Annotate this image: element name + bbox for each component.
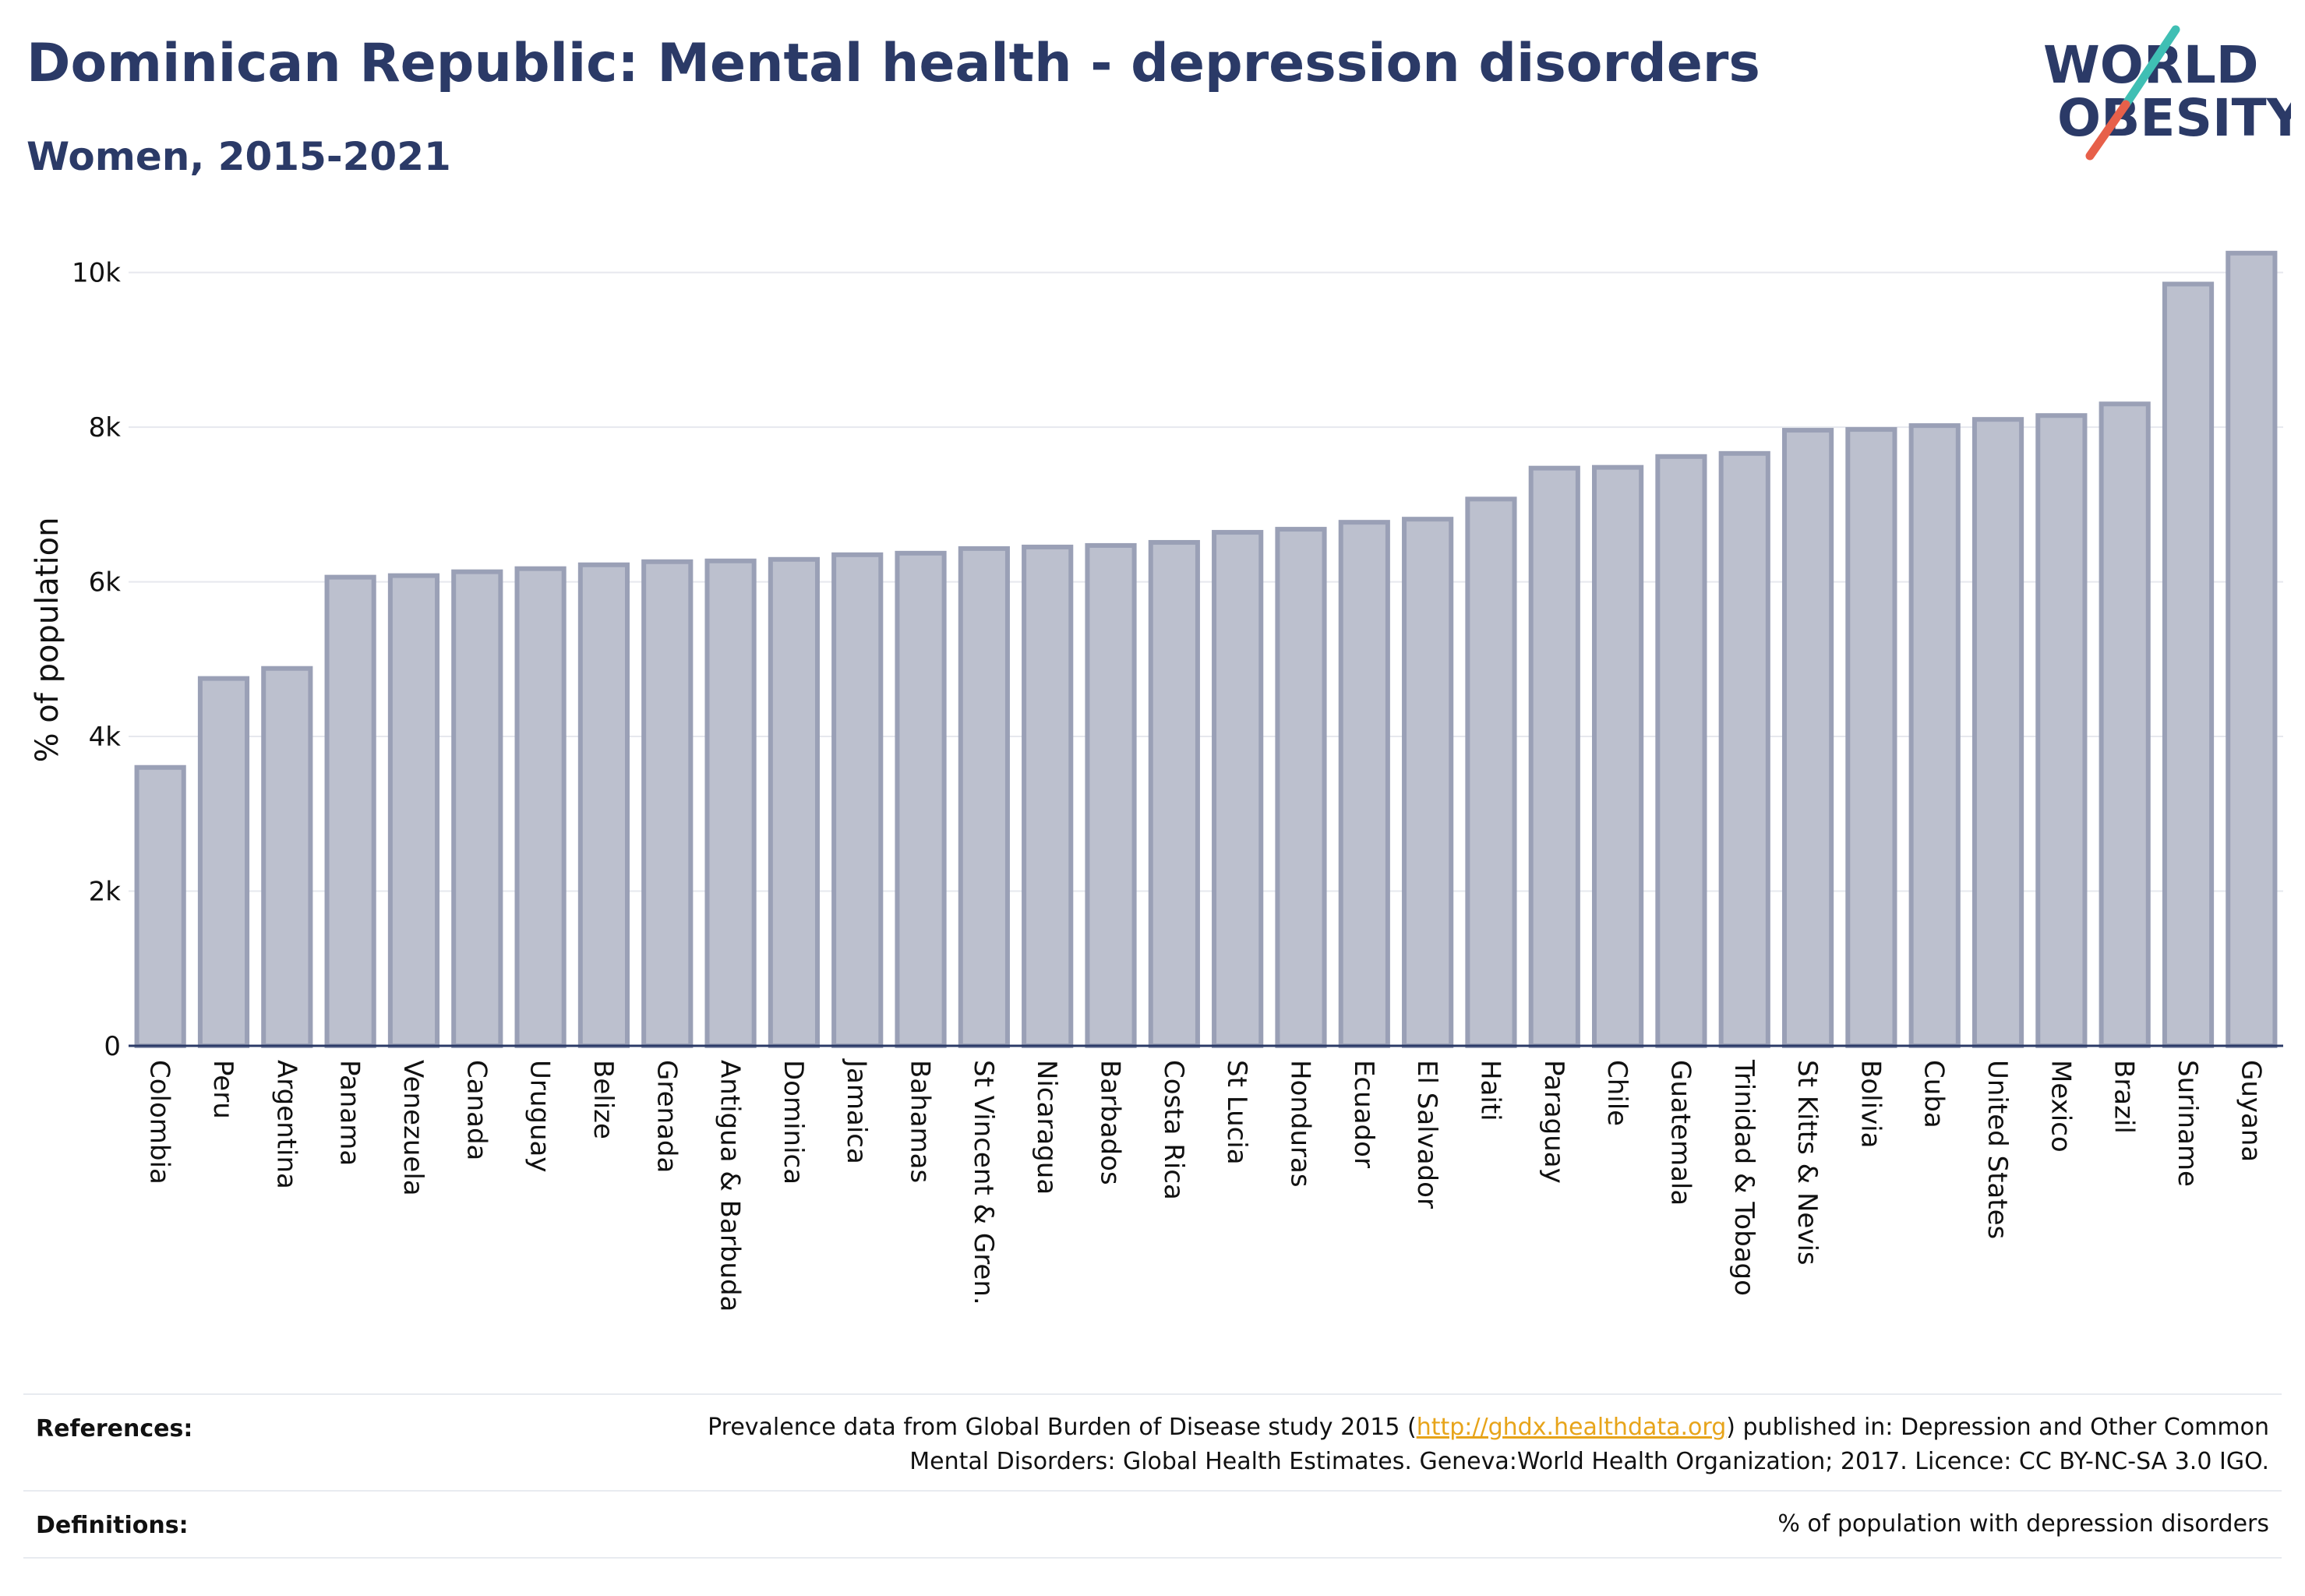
references-panel: References: Prevalence data from Global … (23, 1393, 2282, 1565)
bar (1592, 464, 1644, 1048)
bar (1781, 428, 1834, 1048)
bar (1338, 520, 1390, 1048)
x-tick-label: Grenada (651, 1060, 682, 1173)
bar (2226, 250, 2278, 1048)
x-tick-label: Panama (334, 1060, 365, 1166)
x-tick-label: Bolivia (1855, 1060, 1886, 1148)
bar (1465, 496, 1517, 1048)
x-tick-label: Suriname (2172, 1060, 2203, 1187)
x-tick-label: St Vincent & Gren. (968, 1060, 999, 1305)
x-tick-label: St Kitts & Nevis (1791, 1060, 1823, 1266)
bar (514, 566, 567, 1048)
x-tick-label: El Salvador (1411, 1060, 1442, 1209)
x-tick-label: Venezuela (397, 1060, 429, 1196)
x-tick-label: Mexico (2045, 1060, 2076, 1153)
bar (1718, 450, 1770, 1048)
page-subtitle: Women, 2015-2021 (26, 134, 451, 179)
bar (1845, 427, 1897, 1048)
bar (324, 574, 376, 1048)
bar (958, 546, 1010, 1048)
logo-slash-bottom (2085, 100, 2130, 161)
bar (1528, 465, 1580, 1048)
x-tick-label: Guatemala (1664, 1060, 1696, 1206)
x-tick-label: Jamaica (841, 1058, 872, 1164)
bar (768, 556, 820, 1048)
x-tick-label: Canada (461, 1060, 492, 1160)
references-line2: Mental Disorders: Global Health Estimate… (909, 1448, 2269, 1475)
bar (1971, 417, 2024, 1048)
x-tick-label: United States (1982, 1060, 2013, 1239)
world-obesity-logo: WORLD OBESITY (2043, 25, 2291, 161)
bar (451, 569, 503, 1048)
x-tick-label: Costa Rica (1158, 1060, 1189, 1200)
x-tick-label: Ecuador (1348, 1060, 1379, 1168)
bar (2099, 401, 2151, 1048)
bar (577, 562, 630, 1048)
x-tick-label: Colombia (144, 1060, 175, 1185)
y-tick-label: 0 (104, 1031, 121, 1062)
logo-slash-top (2121, 25, 2180, 109)
bar (2035, 413, 2088, 1048)
bar (831, 552, 884, 1048)
x-tick-label: Barbados (1095, 1060, 1126, 1185)
x-tick-label: Antigua & Barbuda (715, 1060, 746, 1312)
bar (641, 559, 694, 1048)
x-tick-label: Nicaragua (1031, 1060, 1062, 1195)
x-tick-label: Guyana (2235, 1060, 2266, 1162)
logo-line2: OBESITY (2057, 88, 2291, 148)
y-axis-title: % of population (30, 517, 65, 763)
bar (1085, 542, 1137, 1048)
y-tick-label: 4k (89, 722, 122, 753)
bar (1022, 544, 1074, 1048)
x-tick-label: Bahamas (905, 1060, 936, 1183)
x-tick-label: Trinidad & Tobago (1728, 1059, 1760, 1296)
x-tick-label: Uruguay (524, 1060, 556, 1173)
bar (387, 573, 440, 1048)
definitions-label: Definitions: (36, 1512, 189, 1539)
y-tick-label: 6k (89, 567, 122, 598)
x-tick-label: Argentina (270, 1060, 302, 1189)
bar (261, 666, 313, 1048)
x-tick-label: Chile (1601, 1060, 1633, 1126)
references-line1-post: ) published in: Depression and Other Com… (1726, 1414, 2269, 1441)
bar (704, 558, 757, 1048)
x-tick-label: Paraguay (1538, 1060, 1569, 1184)
x-tick-label: Haiti (1474, 1060, 1505, 1121)
bar (1402, 517, 1454, 1048)
bar (1275, 527, 1327, 1048)
y-tick-label: 10k (72, 258, 121, 289)
x-tick-label: Peru (207, 1060, 238, 1119)
references-label: References: (36, 1415, 193, 1442)
references-link[interactable]: http://ghdx.healthdata.org (1416, 1414, 1727, 1441)
x-tick-label: Belize (588, 1060, 619, 1139)
bar (197, 676, 250, 1048)
bar (2162, 281, 2215, 1048)
bar (1148, 539, 1200, 1048)
y-tick-label: 8k (89, 412, 122, 443)
bar (134, 764, 186, 1048)
x-tick-label: Dominica (778, 1060, 809, 1185)
bar (1212, 530, 1264, 1048)
bar (1655, 454, 1707, 1048)
x-tick-label: Brazil (2109, 1060, 2140, 1134)
x-tick-label: Cuba (1918, 1060, 1950, 1128)
bar-chart: 0 2k 4k 6k 8k 10k % of population Colombia Peru A… (30, 250, 2283, 1312)
references-text: Prevalence data from Global Burden of Di… (708, 1411, 2269, 1479)
bar (895, 550, 947, 1048)
x-tick-label: St Lucia (1221, 1060, 1252, 1165)
y-tick-label: 2k (89, 877, 122, 908)
definitions-text: % of population with depression disorder… (1777, 1510, 2269, 1538)
bar (1908, 423, 1961, 1048)
x-tick-label: Honduras (1284, 1060, 1315, 1188)
references-line1-pre: Prevalence data from Global Burden of Di… (708, 1414, 1417, 1441)
page-title: Dominican Republic: Mental health - depr… (26, 33, 1760, 94)
